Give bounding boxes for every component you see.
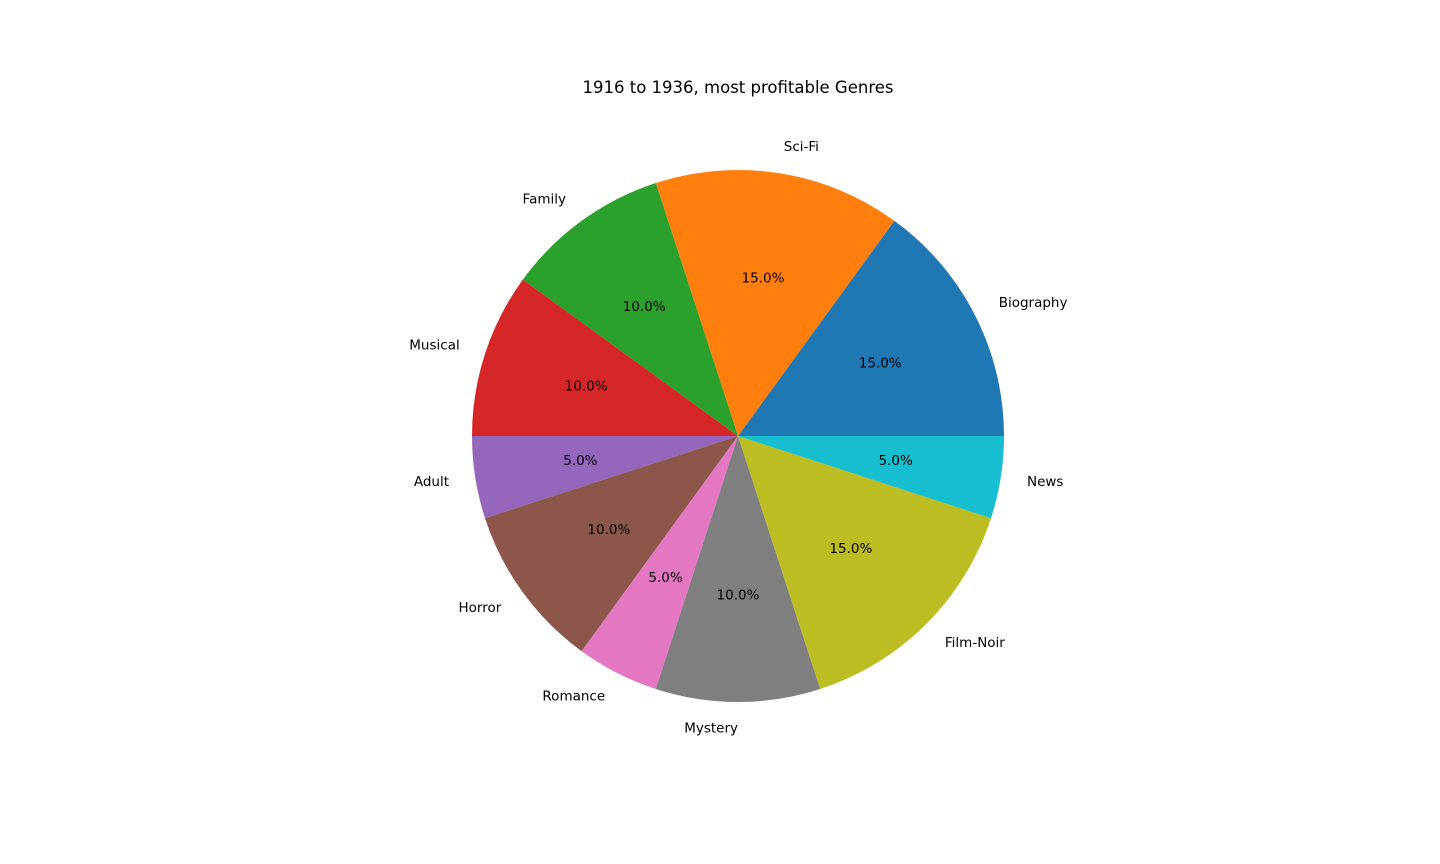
pie-slice-mystery: [655, 436, 821, 702]
pie-slice-film-noir: [738, 436, 991, 689]
slice-label-mystery: Mystery: [684, 721, 738, 737]
pie-slices: [472, 169, 1004, 702]
slice-percent-film-noir: 15.0%: [829, 541, 872, 557]
slice-label-horror: Horror: [458, 600, 501, 616]
slice-percent-mystery: 10.0%: [717, 588, 760, 604]
slice-label-adult: Adult: [414, 474, 449, 490]
slice-label-romance: Romance: [542, 689, 605, 705]
pie-slice-sci-fi: [655, 169, 895, 436]
slice-label-news: News: [1027, 474, 1063, 490]
slice-percent-sci-fi: 15.0%: [742, 270, 785, 286]
slice-percent-adult: 5.0%: [563, 453, 597, 469]
slice-percent-romance: 5.0%: [648, 570, 682, 586]
slice-percent-news: 5.0%: [878, 453, 912, 469]
slice-label-musical: Musical: [409, 338, 459, 354]
pie-slice-biography: [738, 220, 1004, 436]
slice-percent-biography: 15.0%: [859, 356, 902, 372]
slice-label-sci-fi: Sci-Fi: [784, 139, 819, 155]
pie-slice-family: [522, 183, 738, 436]
slice-label-film-noir: Film-Noir: [945, 635, 1005, 651]
slice-label-family: Family: [523, 191, 566, 207]
pie-slice-musical: [472, 279, 738, 436]
slice-percent-horror: 10.0%: [587, 522, 630, 538]
pie-slice-adult: [472, 436, 738, 519]
slice-percent-family: 10.0%: [623, 299, 666, 315]
pie-labels: Biography 15.0% Sci-Fi 15.0% Family 10.0% Musi…: [409, 139, 1067, 737]
slice-label-biography: Biography: [999, 295, 1068, 311]
slice-percent-musical: 10.0%: [565, 379, 608, 395]
pie-slice-news: [738, 436, 1004, 519]
chart-title: 1916 to 1936, most profitable Genres: [582, 78, 894, 97]
pie-slice-romance: [581, 436, 738, 689]
pie-slice-horror: [485, 436, 738, 652]
